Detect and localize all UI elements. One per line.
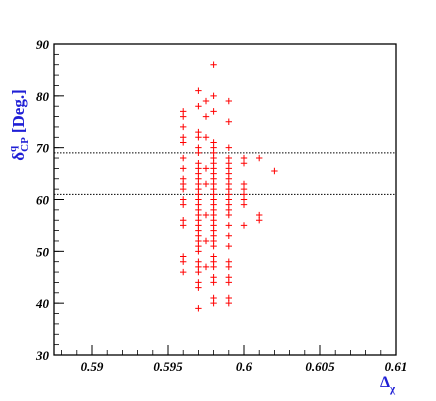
- data-point: [180, 165, 187, 172]
- data-point: [225, 144, 232, 151]
- data-point: [210, 299, 217, 307]
- data-point: [202, 165, 210, 172]
- data-point: [225, 242, 232, 250]
- data-point: [240, 222, 248, 229]
- x-tick-label: 0.595: [153, 359, 183, 374]
- data-point: [180, 185, 187, 193]
- data-point: [195, 134, 202, 141]
- y-tick-label: 50: [36, 244, 50, 259]
- data-point: [180, 154, 187, 162]
- data-point: [180, 268, 187, 276]
- data-point: [180, 113, 187, 120]
- data-point: [195, 248, 202, 255]
- y-axis-title: δqCP[Deg.]: [7, 89, 31, 161]
- data-point: [202, 113, 210, 120]
- data-point: [210, 108, 217, 115]
- y-tick-label: 30: [35, 348, 50, 363]
- data-point: [202, 211, 210, 219]
- data-point: [195, 305, 202, 312]
- data-point: [256, 154, 263, 162]
- x-tick-label: 0.605: [305, 359, 335, 374]
- data-point: [225, 232, 232, 239]
- data-point: [202, 180, 210, 188]
- data-point: [240, 201, 248, 208]
- data-point: [210, 61, 217, 68]
- y-tick-label: 80: [36, 89, 50, 104]
- data-point: [195, 268, 202, 276]
- data-point: [225, 97, 232, 105]
- reference-lines: [54, 152, 396, 195]
- data-point: [225, 299, 232, 307]
- data-point: [202, 263, 210, 271]
- data-point: [210, 92, 217, 100]
- x-tick-label: 0.6: [236, 359, 253, 374]
- y-tick-label: 90: [36, 37, 50, 52]
- axes: 30 40 50 60 70 80 90 0.59 0.595 0.6 0.605 0.61: [35, 37, 407, 374]
- data-point: [256, 217, 263, 224]
- plot-frame: [53, 43, 397, 356]
- data-point: [180, 258, 187, 265]
- x-axis-title: Δχ: [380, 374, 396, 395]
- data-points: [180, 61, 278, 312]
- data-point: [195, 284, 202, 291]
- data-point: [271, 167, 278, 175]
- data-point: [202, 237, 210, 245]
- data-point: [180, 222, 187, 229]
- data-point: [195, 149, 202, 157]
- data-point: [225, 263, 232, 271]
- data-point: [180, 201, 187, 208]
- x-tick-label: 0.61: [385, 359, 408, 374]
- data-point: [210, 263, 217, 271]
- x-tick-label: 0.59: [81, 359, 104, 374]
- data-point: [225, 279, 232, 286]
- data-point: [225, 211, 232, 219]
- data-point: [225, 118, 232, 125]
- y-tick-label: 40: [35, 296, 50, 311]
- data-point: [180, 139, 187, 146]
- data-point: [210, 242, 217, 250]
- y-tick-label: 60: [36, 193, 50, 208]
- data-point: [195, 87, 202, 94]
- y-tick-label: 70: [36, 141, 50, 156]
- data-point: [210, 279, 217, 286]
- data-point: [180, 123, 187, 131]
- data-point: [225, 222, 232, 229]
- data-point: [240, 160, 248, 167]
- data-point: [202, 97, 210, 105]
- data-point: [202, 134, 210, 141]
- data-point: [195, 103, 202, 110]
